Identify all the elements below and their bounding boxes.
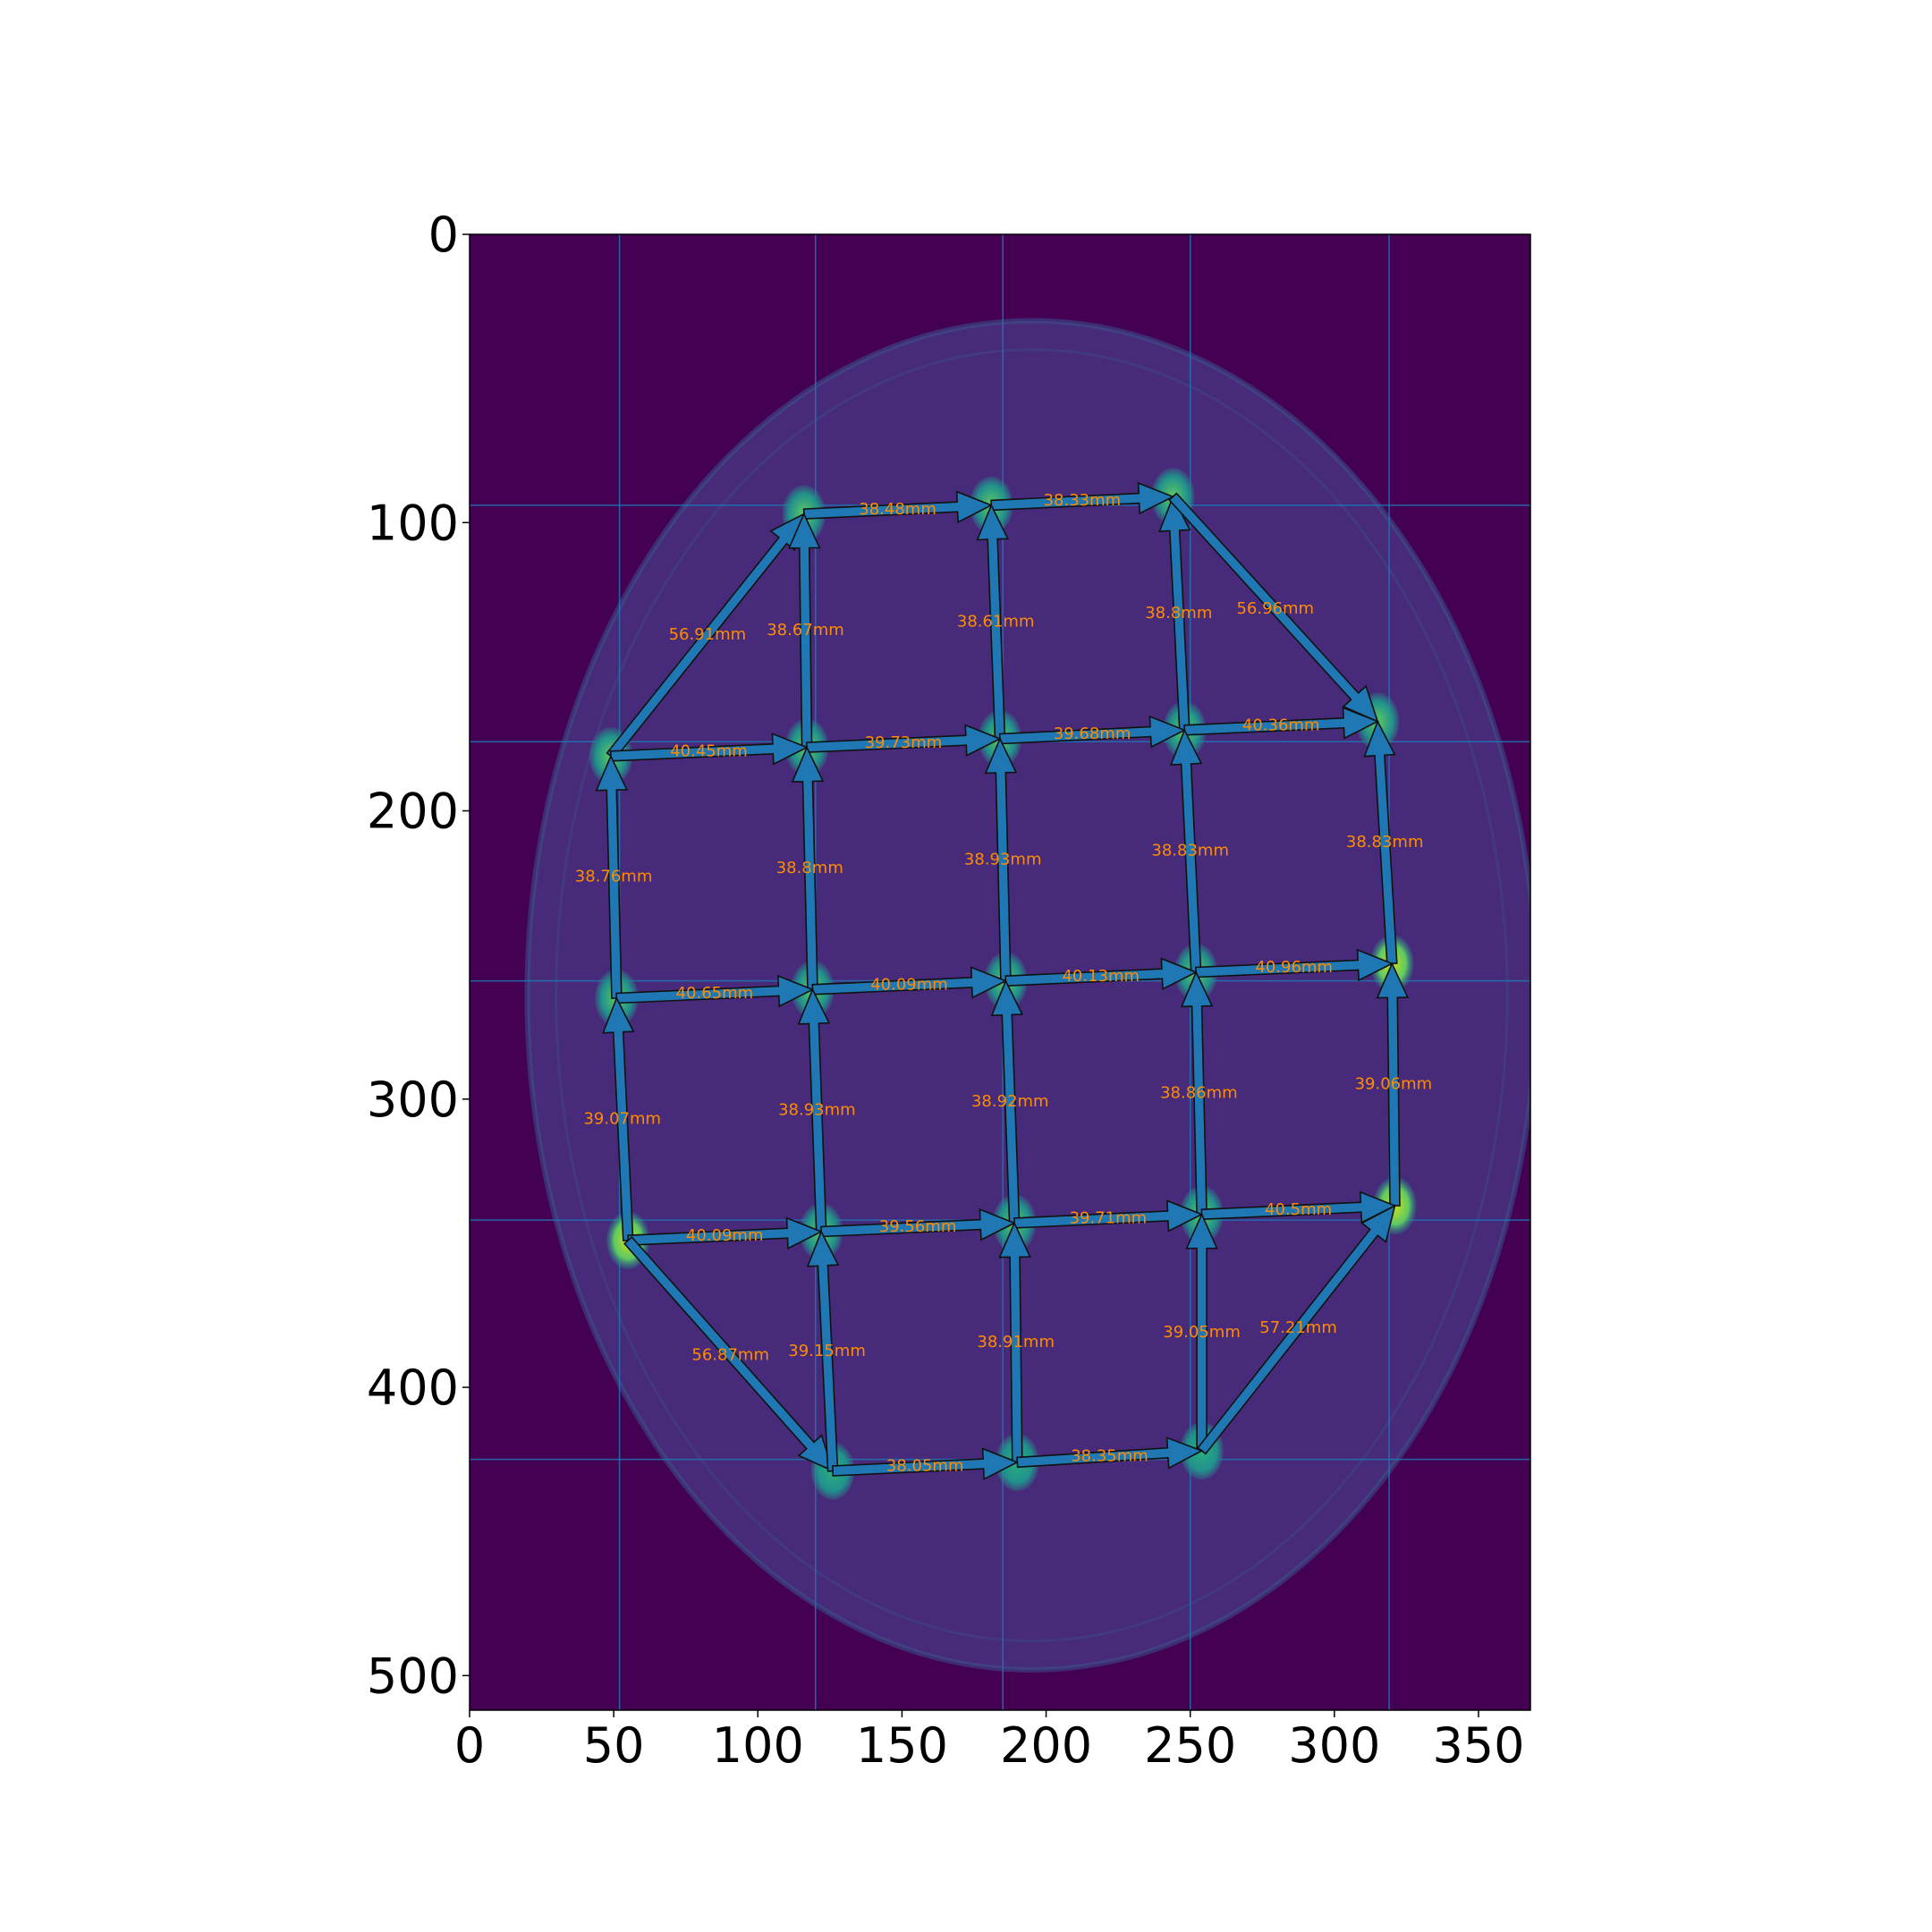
distance-label-layer: 38.48mm 38.33mm 56.91mm 38.67mm 38.61mm 38.8m… — [575, 491, 1432, 1476]
arrow-layer — [595, 481, 1410, 1480]
distance-arrow — [805, 724, 1002, 757]
x-tick-label: 0 — [454, 1717, 485, 1774]
distance-arrow — [595, 754, 629, 999]
distance-arrow — [1013, 1199, 1204, 1233]
x-tick-label: 50 — [583, 1717, 645, 1774]
x-tick-label: 250 — [1144, 1717, 1236, 1774]
distance-arrow — [606, 513, 806, 760]
distance-label: 39.71mm — [1070, 1209, 1148, 1228]
distance-label: 38.91mm — [977, 1333, 1055, 1352]
y-tick-label: 400 — [367, 1360, 459, 1416]
y-tick-label: 300 — [367, 1072, 459, 1128]
distance-arrow — [976, 503, 1009, 741]
distance-label: 39.06mm — [1355, 1075, 1433, 1094]
distance-arrow — [1169, 728, 1203, 974]
distance-label: 38.61mm — [957, 612, 1035, 631]
distance-arrow — [1200, 1191, 1397, 1224]
distance-label: 40.09mm — [870, 976, 948, 995]
distance-arrow — [1197, 1204, 1396, 1455]
distance-label: 40.65mm — [676, 984, 754, 1003]
distance-label: 40.36mm — [1242, 716, 1320, 735]
distance-arrow — [831, 1447, 1020, 1480]
distance-label: 38.93mm — [778, 1101, 856, 1120]
axes-frame — [469, 233, 1531, 1711]
distance-arrow — [802, 490, 994, 523]
distance-label: 40.96mm — [1255, 958, 1333, 977]
distance-label: 39.68mm — [1054, 724, 1131, 743]
distance-arrow — [1183, 707, 1380, 740]
distance-label: 38.83mm — [1346, 833, 1424, 852]
distance-label: 39.07mm — [583, 1109, 661, 1128]
x-tick-label: 150 — [856, 1717, 948, 1774]
distance-label: 38.86mm — [1160, 1083, 1238, 1102]
distance-arrow — [791, 745, 825, 991]
x-tick-label: 350 — [1432, 1717, 1524, 1774]
y-tick-label: 200 — [367, 784, 459, 840]
distance-label: 39.15mm — [788, 1342, 866, 1360]
distance-arrow — [1004, 957, 1199, 990]
distance-label: 38.83mm — [1151, 842, 1229, 860]
distance-arrow — [990, 481, 1175, 515]
distance-arrow — [1168, 492, 1379, 724]
distance-arrow — [998, 715, 1187, 749]
distance-arrow — [615, 974, 815, 1008]
distance-label: 40.13mm — [1062, 967, 1140, 986]
y-tick-label: 500 — [367, 1648, 459, 1704]
distance-label: 38.48mm — [859, 500, 936, 519]
phantom-disc — [524, 318, 1530, 1673]
distance-arrow — [984, 737, 1018, 982]
distance-label: 56.96mm — [1236, 599, 1314, 618]
distance-arrow — [811, 966, 1008, 999]
distance-label: 39.05mm — [1163, 1323, 1241, 1342]
y-tick-label: 100 — [367, 495, 459, 551]
distance-arrow — [820, 1208, 1017, 1241]
distance-arrow — [806, 1230, 840, 1472]
distance-arrow — [788, 512, 821, 749]
distance-label: 40.5mm — [1265, 1200, 1332, 1219]
distance-arrow — [1158, 495, 1191, 732]
distance-label: 56.87mm — [691, 1346, 769, 1365]
distance-arrow — [602, 996, 635, 1241]
distance-arrow — [998, 1221, 1031, 1463]
distance-arrow — [990, 979, 1024, 1224]
distance-label: 38.8mm — [776, 859, 843, 877]
distance-label: 40.09mm — [686, 1226, 764, 1245]
distance-label: 38.92mm — [971, 1092, 1049, 1111]
distance-label: 39.56mm — [879, 1217, 957, 1236]
distance-arrow — [1016, 1436, 1204, 1470]
distance-arrow — [1363, 719, 1398, 965]
distance-arrow — [1185, 1212, 1218, 1452]
x-tick-label: 100 — [712, 1717, 804, 1774]
distance-label: 38.93mm — [964, 850, 1042, 869]
x-tick-label: 300 — [1288, 1717, 1380, 1774]
distance-label: 38.8mm — [1145, 604, 1212, 623]
distance-label: 57.21mm — [1259, 1318, 1337, 1337]
distance-arrow — [1195, 948, 1394, 982]
distance-label: 38.76mm — [575, 868, 653, 886]
distance-label: 38.35mm — [1071, 1446, 1148, 1465]
y-tick-label: 0 — [428, 207, 459, 263]
distance-arrow — [609, 733, 809, 766]
distance-arrow — [627, 1216, 824, 1250]
axes-layer: 0 50 100 150 200 250 300 350 0 100 200 300 400 500 — [367, 207, 1531, 1774]
distance-arrow — [797, 987, 831, 1233]
distance-label: 56.91mm — [669, 625, 747, 644]
x-tick-label: 200 — [1000, 1717, 1092, 1774]
phantom-layer — [524, 318, 1530, 1673]
distance-label: 38.33mm — [1044, 491, 1122, 510]
distance-arrow — [1376, 962, 1410, 1207]
distance-label: 40.45mm — [670, 742, 748, 761]
distance-arrow — [1180, 970, 1214, 1216]
phantom-inner-ring — [555, 348, 1509, 1643]
distance-label: 38.67mm — [767, 621, 844, 640]
distance-label: 39.73mm — [865, 733, 943, 752]
distance-label: 38.05mm — [886, 1457, 964, 1476]
